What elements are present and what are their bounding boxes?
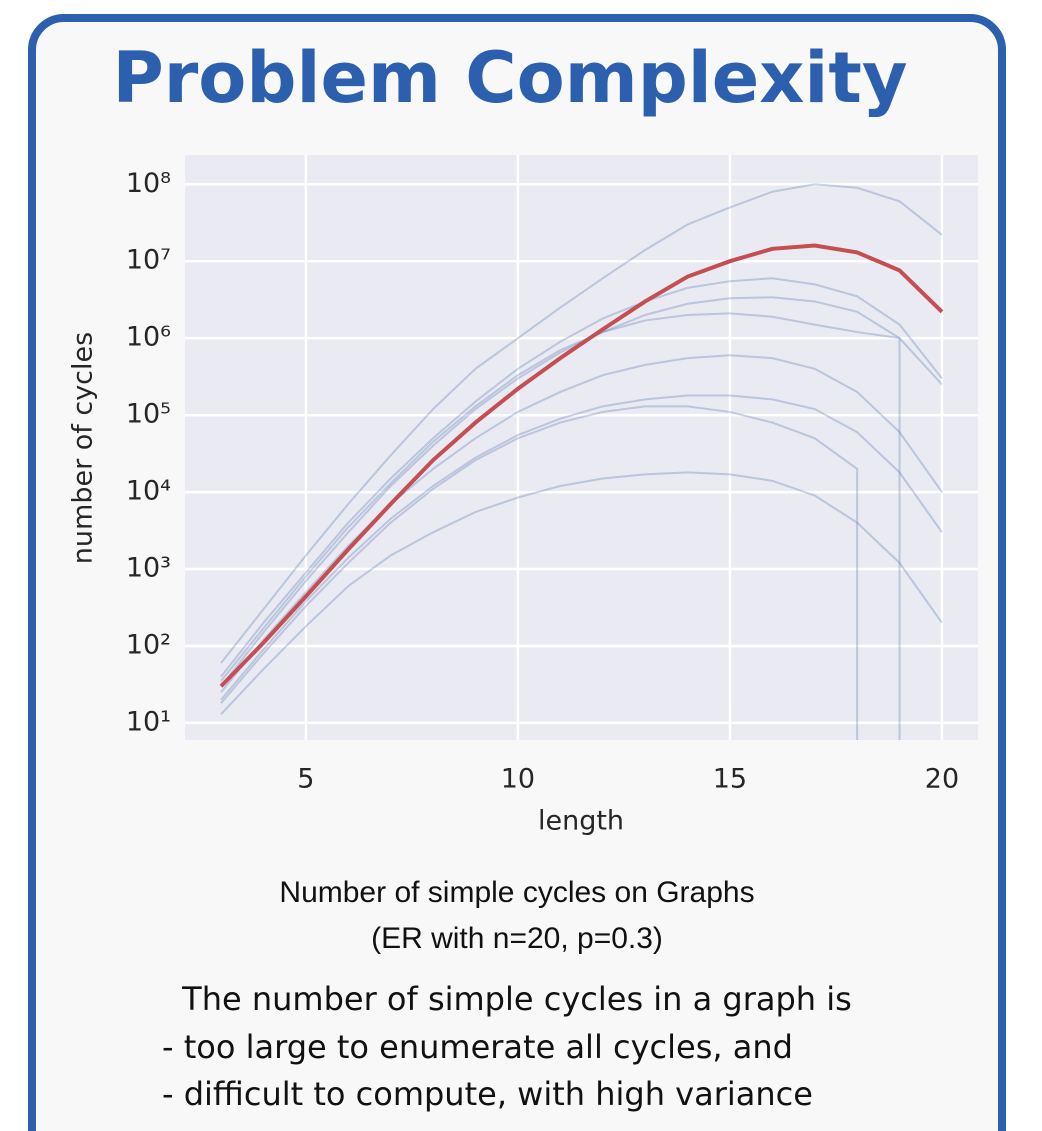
y-tick-label: 10² bbox=[126, 629, 171, 660]
x-tick-label: 5 bbox=[297, 764, 314, 795]
plot: 10¹ 10² 10³ 10⁴ 10⁵ 10⁶ 10⁷ 10⁸ 5 10 15 20 bbox=[126, 155, 978, 795]
series-line bbox=[220, 471, 943, 715]
y-tick-label: 10¹ bbox=[126, 706, 171, 737]
plot-area bbox=[185, 155, 978, 740]
y-tick-label: 10⁶ bbox=[126, 322, 171, 353]
series-line bbox=[220, 277, 943, 678]
y-tick-label: 10³ bbox=[126, 553, 171, 584]
slide-title: Problem Complexity bbox=[112, 37, 907, 119]
series-line bbox=[220, 312, 901, 740]
x-tick-label: 20 bbox=[925, 764, 959, 795]
note: The number of simple cycles in a graph i… bbox=[181, 980, 852, 1018]
series-line bbox=[220, 354, 943, 693]
y-tick-label: 10⁴ bbox=[126, 476, 171, 507]
series-line bbox=[219, 243, 944, 688]
y-tick-label: 10⁸ bbox=[126, 168, 171, 199]
series-group bbox=[219, 183, 944, 740]
series-line bbox=[220, 394, 943, 701]
caption: (ER with n=20, p=0.3) bbox=[371, 922, 663, 955]
series-line bbox=[220, 405, 859, 740]
x-axis-label: length bbox=[538, 806, 624, 837]
note: - difficult to compute, with high varian… bbox=[162, 1075, 813, 1113]
y-tick-label: 10⁷ bbox=[126, 245, 171, 276]
y-axis-label: number of cycles bbox=[68, 332, 99, 564]
note: - too large to enumerate all cycles, and bbox=[162, 1028, 793, 1066]
x-tick-label: 10 bbox=[501, 764, 535, 795]
y-tick-label: 10⁵ bbox=[126, 399, 171, 430]
series-line bbox=[220, 183, 943, 664]
x-tick-label: 15 bbox=[713, 764, 747, 795]
caption: Number of simple cycles on Graphs bbox=[279, 876, 754, 909]
